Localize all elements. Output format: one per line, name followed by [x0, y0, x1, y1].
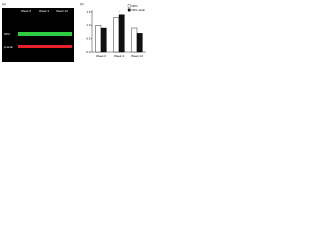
group-label: Week 4: [39, 9, 49, 13]
bar: [136, 33, 143, 53]
y-tick-label: 0.5: [86, 36, 91, 40]
actin-band: [18, 45, 72, 48]
y-tick-label: 1.0: [86, 23, 91, 27]
y-tick-label: 1.5: [86, 10, 91, 14]
group-label: Week 12: [56, 9, 68, 13]
bar: [100, 27, 107, 53]
annotation: *: [118, 10, 120, 14]
bar: [118, 14, 125, 53]
panel-label: (a): [2, 2, 6, 6]
legend-label: NPC-actin: [132, 8, 146, 12]
row-label: NPC: [4, 32, 11, 36]
npc-band: [18, 32, 72, 36]
group-label: Week 0: [21, 9, 31, 13]
bar: [95, 25, 102, 53]
x-tick-label: Week 4: [114, 54, 124, 58]
bands: [18, 32, 72, 48]
bar: [131, 27, 138, 53]
x-tick-label: Week 12: [131, 54, 143, 58]
figure: (a) Week 0 Week 4 Week 12 NPC β-actin (b…: [2, 2, 146, 62]
legend-swatch: [127, 8, 131, 12]
x-tick-label: Week 0: [96, 54, 106, 58]
legend-label: NPC: [132, 4, 139, 8]
row-label: β-actin: [4, 45, 13, 49]
panel-label: (b): [80, 2, 84, 6]
legend-swatch: [127, 4, 131, 8]
y-tick-label: 0.0: [86, 50, 91, 54]
bar: [113, 17, 120, 53]
